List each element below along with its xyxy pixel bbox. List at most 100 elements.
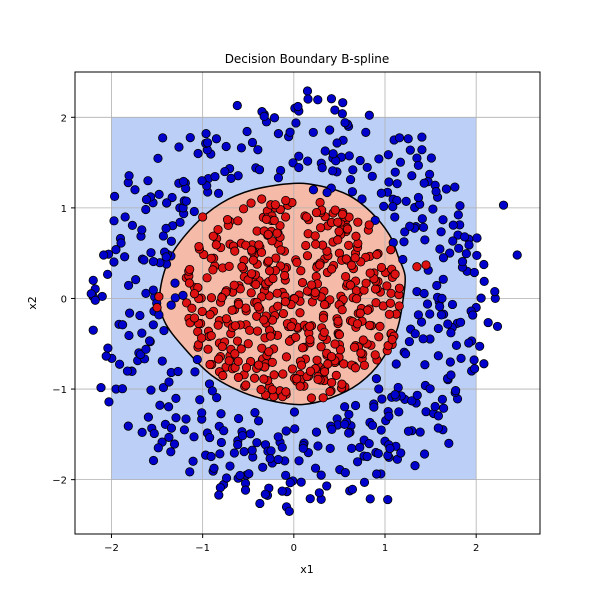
- data-point-class-0: [325, 387, 335, 397]
- data-point-class-1: [178, 176, 189, 187]
- y-tick-label: 1: [61, 204, 67, 215]
- data-point-class-1: [247, 445, 257, 455]
- data-point-class-1: [420, 360, 430, 370]
- data-point-class-0: [246, 288, 256, 298]
- data-point-class-0: [241, 303, 251, 313]
- data-point-class-1: [490, 287, 500, 297]
- data-point-class-1: [206, 451, 216, 462]
- data-point-class-0: [307, 280, 317, 290]
- data-point-class-0: [184, 278, 195, 288]
- data-point-class-1: [450, 182, 460, 192]
- data-point-class-1: [233, 413, 244, 424]
- data-point-class-1: [141, 194, 152, 205]
- data-point-class-0: [213, 354, 224, 364]
- data-point-class-0: [370, 350, 380, 360]
- data-point-class-0: [342, 224, 353, 234]
- data-point-class-0: [286, 321, 296, 332]
- data-point-class-0: [252, 326, 263, 336]
- data-point-class-0: [318, 393, 328, 403]
- x-tick-label: −2: [104, 543, 119, 554]
- data-point-class-1: [453, 210, 463, 220]
- data-point-class-1: [384, 411, 394, 421]
- data-point-class-1: [371, 374, 382, 384]
- data-point-class-1: [432, 280, 442, 291]
- data-point-class-1: [296, 477, 306, 487]
- data-point-class-1: [178, 290, 188, 300]
- data-point-class-0: [254, 360, 264, 370]
- data-point-class-0: [296, 360, 307, 370]
- data-point-class-1: [420, 235, 430, 245]
- data-point-class-1: [120, 212, 130, 222]
- data-point-class-1: [425, 384, 435, 394]
- data-point-class-0: [320, 367, 330, 377]
- data-point-class-1: [109, 257, 119, 267]
- data-point-class-1: [448, 220, 458, 230]
- data-point-class-1: [247, 137, 258, 148]
- data-point-class-0: [218, 370, 228, 381]
- data-point-class-0: [233, 356, 243, 366]
- data-point-class-0: [230, 246, 240, 256]
- data-point-class-0: [269, 215, 279, 225]
- data-point-class-1: [400, 349, 411, 359]
- data-point-class-1: [418, 334, 428, 344]
- data-point-class-0: [261, 214, 272, 224]
- data-point-class-0: [269, 370, 279, 380]
- data-point-class-0: [333, 235, 343, 245]
- data-point-class-1: [181, 414, 191, 424]
- data-point-class-0: [334, 226, 344, 237]
- data-point-class-1: [470, 364, 480, 374]
- data-point-class-0: [394, 301, 404, 311]
- data-point-class-0: [222, 215, 233, 225]
- data-point-class-1: [289, 407, 300, 417]
- data-point-class-1: [479, 276, 489, 286]
- data-point-class-0: [310, 231, 320, 241]
- y-tick-label: 0: [61, 294, 67, 305]
- x-tick-label: −1: [195, 543, 210, 554]
- data-point-class-1: [407, 171, 417, 181]
- data-point-class-1: [460, 232, 470, 242]
- data-point-class-1: [456, 353, 466, 363]
- data-point-class-0: [335, 345, 346, 355]
- data-point-class-0: [337, 305, 347, 315]
- data-point-class-0: [330, 339, 340, 349]
- data-point-class-0: [266, 331, 276, 341]
- data-point-class-0: [323, 359, 333, 369]
- data-point-class-1: [97, 291, 107, 302]
- data-point-class-1: [392, 179, 402, 189]
- data-point-class-1: [436, 310, 446, 320]
- data-point-class-0: [333, 316, 343, 326]
- data-point-class-0: [248, 255, 258, 265]
- data-point-class-1: [374, 384, 384, 394]
- data-point-class-0: [246, 245, 257, 255]
- data-point-class-1: [311, 427, 322, 437]
- data-point-class-1: [174, 142, 184, 152]
- data-point-class-1: [444, 438, 454, 449]
- data-point-class-1: [170, 293, 180, 303]
- data-point-class-1: [216, 409, 226, 419]
- data-point-class-0: [254, 240, 264, 250]
- data-point-class-1: [158, 133, 168, 143]
- data-point-class-0: [356, 348, 366, 358]
- data-point-class-1: [302, 86, 313, 96]
- data-point-class-1: [237, 431, 248, 441]
- data-point-class-0: [217, 293, 227, 303]
- data-point-class-0: [351, 231, 361, 241]
- data-point-class-0: [312, 355, 322, 365]
- data-point-class-0: [205, 359, 215, 370]
- data-point-class-1: [419, 178, 429, 188]
- data-point-class-0: [263, 229, 273, 240]
- data-point-class-1: [310, 463, 321, 473]
- data-point-class-0: [230, 349, 240, 359]
- data-point-class-0: [232, 336, 243, 346]
- data-point-class-1: [259, 111, 269, 122]
- data-point-class-1: [90, 295, 100, 305]
- data-point-class-1: [101, 351, 111, 361]
- data-point-class-0: [390, 269, 400, 279]
- data-point-class-1: [273, 432, 283, 442]
- data-point-class-0: [341, 271, 351, 282]
- data-point-class-1: [383, 150, 393, 160]
- data-point-class-0: [238, 204, 249, 214]
- data-point-class-0: [211, 240, 221, 250]
- data-point-class-1: [137, 427, 147, 437]
- y-axis-ticks: −2 −1 0 1 2: [52, 113, 75, 487]
